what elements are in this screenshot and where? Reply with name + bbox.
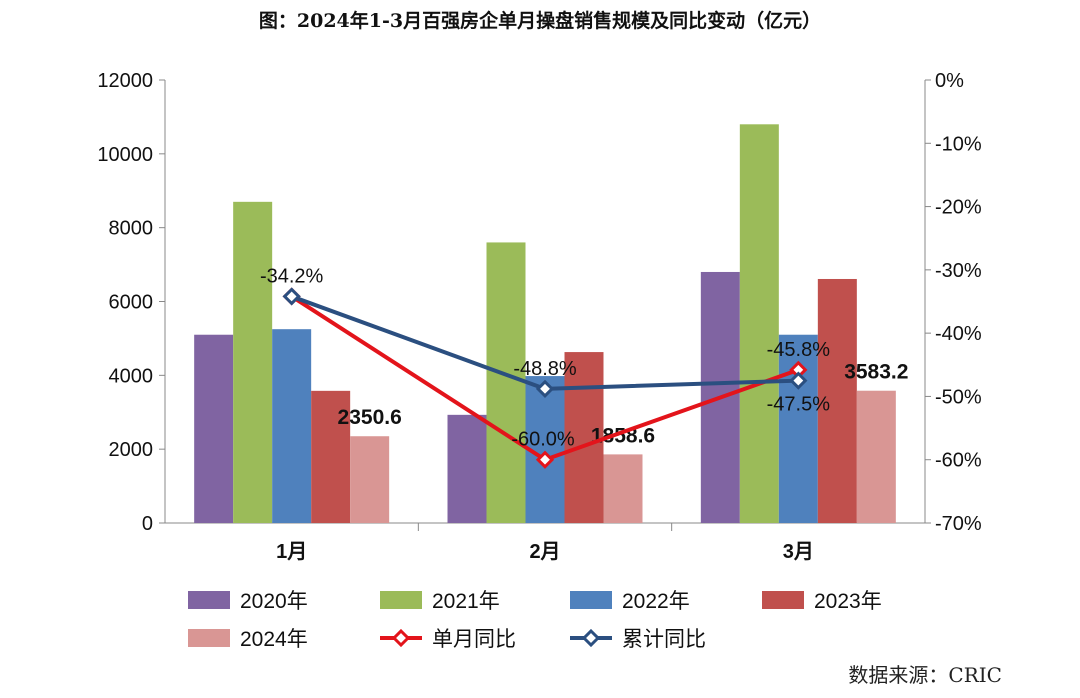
bar-2024年-2月 xyxy=(603,454,643,523)
legend-label: 2022年 xyxy=(622,590,690,613)
bar-2022年-1月 xyxy=(272,329,312,523)
y-tick-label: 12000 xyxy=(97,70,153,92)
point-marker xyxy=(535,450,555,469)
line-data-label: -34.2% xyxy=(260,265,324,287)
y2-tick-label: -50% xyxy=(935,386,982,408)
y2-tick-label: -70% xyxy=(935,513,982,535)
x-tick-label: 3月 xyxy=(783,541,814,563)
legend-label: 2021年 xyxy=(432,590,500,613)
legend-swatch-2024年 xyxy=(188,629,230,647)
line-data-label: -60.0% xyxy=(511,429,575,451)
y-tick-label: 4000 xyxy=(109,365,154,387)
legend-marker xyxy=(391,628,411,648)
bar-data-label: 3583.2 xyxy=(844,361,908,384)
bar-2021年-1月 xyxy=(233,201,273,523)
bar-2024年-3月 xyxy=(856,390,896,523)
bar-2020年-2月 xyxy=(447,414,487,523)
legend-label: 累计同比 xyxy=(622,628,706,651)
y-tick-label: 2000 xyxy=(109,439,154,461)
y-tick-label: 6000 xyxy=(109,292,154,314)
bar-2023年-3月 xyxy=(817,278,857,523)
legend-swatch-2023年 xyxy=(762,591,804,609)
y2-tick-label: 0% xyxy=(935,70,964,92)
y2-tick-label: -20% xyxy=(935,197,982,219)
bar-data-label: 1858.6 xyxy=(591,424,655,447)
y-tick-label: 10000 xyxy=(97,144,153,166)
chart-title: 图：2024年1-3月百强房企单月操盘销售规模及同比变动（亿元） xyxy=(258,10,822,32)
bar-data-label: 2350.6 xyxy=(338,406,402,429)
y2-tick-label: -30% xyxy=(935,260,982,282)
x-tick-label: 1月 xyxy=(276,541,307,563)
bar-2023年-2月 xyxy=(564,352,604,523)
y2-tick-label: -60% xyxy=(935,450,982,472)
point-marker xyxy=(535,379,555,398)
y2-tick-label: -10% xyxy=(935,133,982,155)
bar-2021年-2月 xyxy=(486,242,526,523)
y-tick-label: 0 xyxy=(142,513,153,535)
legend-swatch-2020年 xyxy=(188,591,230,609)
bar-2021年-3月 xyxy=(739,124,779,524)
line-data-label: -47.5% xyxy=(767,394,831,416)
y2-tick-label: -40% xyxy=(935,323,982,345)
legend-label: 2023年 xyxy=(814,590,882,613)
bar-2020年-1月 xyxy=(194,334,234,523)
legend-label: 2020年 xyxy=(240,590,308,613)
y-tick-label: 8000 xyxy=(109,218,154,240)
legend-swatch-2021年 xyxy=(380,591,422,609)
line-data-label: -48.8% xyxy=(513,358,577,380)
point-marker xyxy=(789,371,808,390)
x-tick-label: 2月 xyxy=(529,541,560,563)
bar-2023年-1月 xyxy=(311,390,351,523)
legend-swatch-2022年 xyxy=(570,591,612,609)
line-data-label: -45.8% xyxy=(767,339,831,361)
source-note: 数据来源：CRIC xyxy=(848,663,1002,687)
legend-label: 单月同比 xyxy=(432,628,516,651)
bar-2024年-1月 xyxy=(350,436,390,523)
legend-label: 2024年 xyxy=(240,628,308,651)
legend-marker xyxy=(581,628,601,648)
point-marker xyxy=(282,287,301,306)
